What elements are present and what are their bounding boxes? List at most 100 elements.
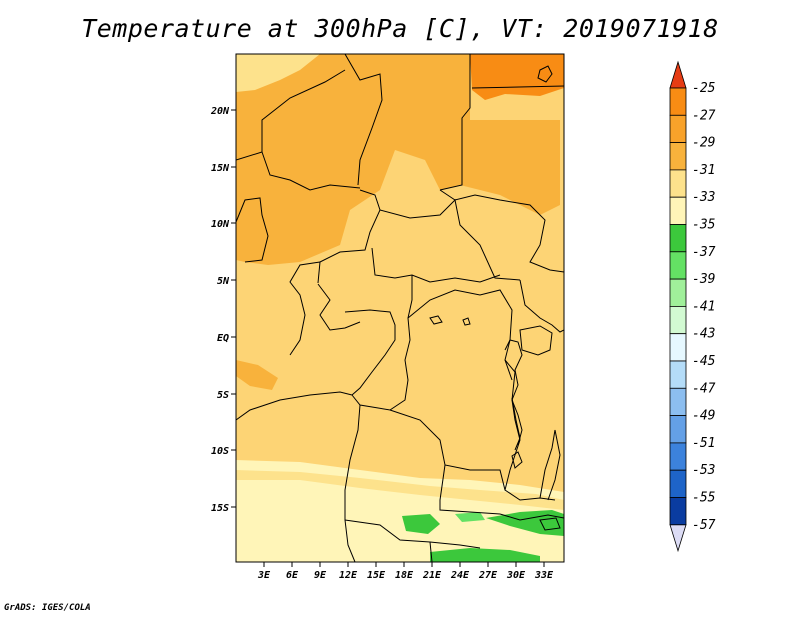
colorbar-box xyxy=(669,305,687,335)
lon-label: 3E xyxy=(257,570,271,581)
border-line xyxy=(379,198,521,281)
border-line xyxy=(439,189,564,273)
colorbar-box xyxy=(669,360,687,389)
field-green-patch-3 xyxy=(430,548,540,562)
border-line xyxy=(351,275,413,411)
colorbar-box xyxy=(669,333,687,362)
lake-outline xyxy=(519,325,553,356)
field-pale-south xyxy=(236,460,564,562)
lon-label: 30E xyxy=(506,570,526,581)
colorbar-box xyxy=(669,278,687,307)
border-line xyxy=(439,464,501,515)
border-line xyxy=(407,289,513,381)
border-line xyxy=(317,283,361,331)
border-line xyxy=(261,151,361,191)
colorbar-box xyxy=(669,169,687,198)
border-line xyxy=(344,54,383,186)
border-line xyxy=(439,54,471,191)
lon-label: 21E xyxy=(422,570,442,581)
border-line xyxy=(236,197,269,263)
colorbar-label: -25 xyxy=(692,81,716,96)
border-line xyxy=(317,189,381,284)
lake-outline xyxy=(511,451,523,469)
lat-label: 15N xyxy=(211,163,230,174)
colorbar-box xyxy=(669,251,687,280)
border-line xyxy=(236,391,353,421)
border-line xyxy=(471,85,564,89)
colorbar-label: -55 xyxy=(692,491,716,506)
border-line xyxy=(344,404,361,562)
lon-label: 27E xyxy=(478,570,498,581)
lat-label: 5S xyxy=(217,390,229,401)
colorbar-box xyxy=(669,87,687,116)
lake-outline xyxy=(462,317,471,326)
coast-line xyxy=(511,397,521,451)
colorbar-box xyxy=(669,497,687,526)
colorbar-label: -49 xyxy=(692,409,715,424)
colorbar-label: -57 xyxy=(692,518,716,533)
map-frame xyxy=(235,53,565,563)
lat-label: 10S xyxy=(211,446,229,457)
colorbar-box xyxy=(669,415,687,444)
colorbar-label: -37 xyxy=(692,245,716,260)
lat-label: 20N xyxy=(210,106,230,117)
colorbar-box xyxy=(669,114,687,144)
lon-label: 12E xyxy=(339,570,358,581)
colorbar-label: -47 xyxy=(692,381,716,396)
colorbar-box xyxy=(669,196,687,225)
lon-label: 18E xyxy=(395,570,414,581)
colorbar-box xyxy=(669,387,687,416)
coast-line xyxy=(504,339,523,446)
country-borders xyxy=(236,54,564,562)
border-line xyxy=(371,247,501,283)
colorbar-label: -31 xyxy=(692,163,715,178)
colorbar-label: -43 xyxy=(692,327,715,342)
field-warm-southwest-patch xyxy=(236,360,278,390)
colorbar-label: -27 xyxy=(692,108,716,123)
colorbar-label: -53 xyxy=(692,463,715,478)
colorbar-label: -33 xyxy=(692,190,715,205)
field-warmest-northeast xyxy=(470,54,564,100)
colorbar-box xyxy=(669,442,687,471)
lake-outline xyxy=(537,65,553,83)
lat-label: EQ xyxy=(217,333,229,344)
chart-title: Temperature at 300hPa [C], VT: 201907191… xyxy=(81,14,719,43)
lat-label: 5N xyxy=(217,276,230,287)
border-line xyxy=(236,69,346,161)
colorbar-label: -41 xyxy=(692,299,715,314)
border-line xyxy=(499,513,564,521)
field-warm-north xyxy=(236,54,560,265)
lake-outline xyxy=(539,517,561,531)
lon-label: 15E xyxy=(367,570,386,581)
border-line xyxy=(344,309,396,396)
colorbar-label: -35 xyxy=(692,218,716,233)
colorbar-box xyxy=(669,224,687,253)
border-line xyxy=(429,541,433,562)
field-green-patch-1 xyxy=(402,514,440,534)
colorbar-label: -39 xyxy=(692,272,715,287)
colorbar-bottom-arrow xyxy=(669,524,687,553)
lat-label: 15S xyxy=(211,503,229,514)
border-line xyxy=(547,429,561,501)
colorbar-label: -29 xyxy=(692,136,715,151)
colorbar-top-arrow xyxy=(669,60,687,89)
border-line xyxy=(289,261,321,356)
lake-outline xyxy=(429,315,443,325)
border-line xyxy=(539,429,556,499)
colorbar: -25 -27 -29 -31 -33 -35 -37 -39 -41 -43 -45 -47 -49 -… xyxy=(669,60,716,553)
lon-label: 24E xyxy=(450,570,470,581)
field-pale-northwest xyxy=(236,54,320,92)
axis-ticks xyxy=(231,109,545,567)
grads-credit: GrADS: IGES/COLA xyxy=(4,603,91,613)
lat-label: 10N xyxy=(211,219,230,230)
colorbar-label: -45 xyxy=(692,354,716,369)
temperature-field xyxy=(236,54,564,562)
colorbar-box xyxy=(669,469,687,498)
field-mid-south-band xyxy=(236,470,564,510)
border-line xyxy=(504,359,556,501)
border-line xyxy=(344,519,481,549)
lon-label: 33E xyxy=(534,570,554,581)
colorbar-box xyxy=(669,142,687,171)
border-line xyxy=(519,279,564,333)
